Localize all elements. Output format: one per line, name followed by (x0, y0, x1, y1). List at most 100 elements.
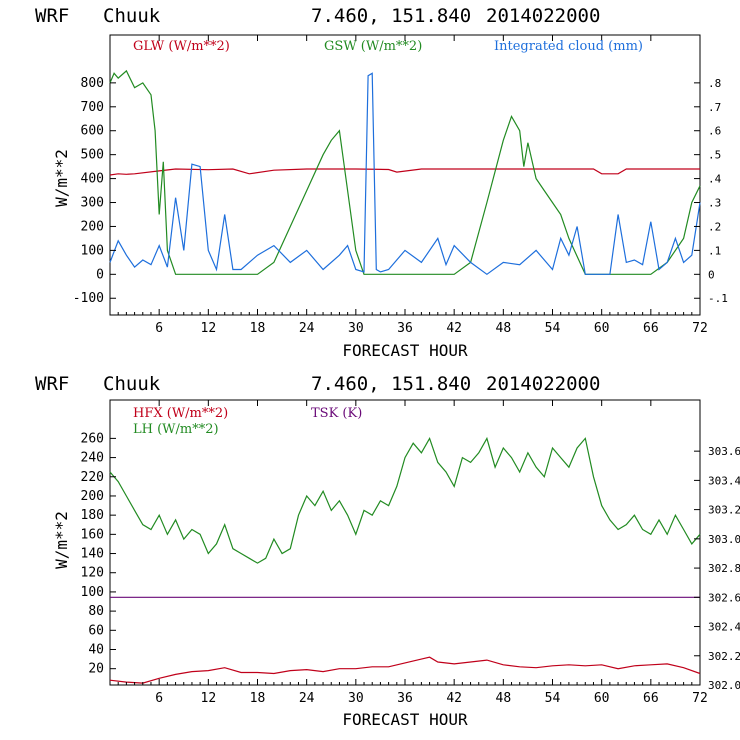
bottom-x-tick-label: 24 (299, 691, 315, 706)
top-x-axis-label: FORECAST HOUR (342, 341, 468, 360)
bottom-x-tick-label: 18 (250, 691, 266, 706)
top-header-model: WRF (35, 5, 69, 27)
top-x-tick-label: 24 (299, 321, 315, 336)
bottom-y2-tick-label: 302.4 (708, 621, 740, 634)
bottom-header-model: WRF (35, 373, 69, 395)
top-x-tick-label: 42 (446, 321, 462, 336)
bottom-y-tick-label: 80 (88, 604, 104, 619)
bottom-y2-tick-label: 302.2 (708, 650, 740, 663)
top-series-line-2 (109, 72, 701, 276)
top-x-tick-label: 54 (545, 321, 561, 336)
bottom-y-tick-label: 100 (81, 585, 104, 600)
bottom-y-tick-label: 120 (81, 566, 104, 581)
legend-tsk: TSK (K) (311, 406, 362, 421)
bottom-x-tick-label: 36 (397, 691, 413, 706)
legend-hfx: HFX (W/m**2) (133, 406, 228, 421)
top-y2-tick-label: .4 (708, 173, 722, 186)
top-y-tick-label: 0 (96, 267, 104, 282)
top-y-tick-label: 100 (81, 243, 104, 258)
top-x-tick-label: 12 (201, 321, 217, 336)
bottom-plot-frame (109, 399, 701, 686)
bottom-x-tick-label: 42 (446, 691, 462, 706)
top-x-tick-label: 66 (643, 321, 659, 336)
top-y2-tick-label: .7 (708, 101, 721, 114)
bottom-series-layer (109, 436, 701, 684)
top-y-tick-label: 800 (81, 76, 104, 91)
bottom-series-line-1 (109, 436, 701, 564)
bottom-x-tick-label: 60 (594, 691, 610, 706)
legend-cloud: Integrated cloud (mm) (494, 39, 643, 54)
bottom-header-station: Chuuk (103, 373, 161, 395)
bottom-y-tick-label: 40 (88, 642, 104, 657)
top-y2-tick-label: .6 (708, 125, 721, 138)
bottom-y2-tick-label: 303.0 (708, 533, 740, 546)
top-y2-tick-label: .5 (708, 149, 721, 162)
bottom-y2-tick-label: 303.2 (708, 504, 740, 517)
top-y2-tick-label: .8 (708, 77, 721, 90)
bottom-y2-tick-label: 302.0 (708, 679, 740, 692)
top-panel: WRF Chuuk 7.460, 151.840 2014022000 6 12 1… (35, 5, 728, 360)
top-y2-tick-label: 0 (708, 268, 715, 281)
top-y-axis-label: W/m**2 (52, 149, 71, 207)
bottom-y-tick-label: 160 (81, 527, 104, 542)
bottom-x-tick-label: 54 (545, 691, 561, 706)
top-y2-tick-label: .1 (708, 244, 721, 257)
bottom-header-coords: 7.460, 151.840 (311, 373, 471, 395)
bottom-y2-tick-label: 303.4 (708, 474, 740, 487)
top-x-tick-label: 72 (692, 321, 708, 336)
top-header-date: 2014022000 (486, 5, 600, 27)
top-series-line-1 (109, 69, 701, 275)
bottom-y-tick-label: 240 (81, 451, 104, 466)
top-y-tick-label: 400 (81, 172, 104, 187)
top-y-tick-label: 700 (81, 100, 104, 115)
top-series-layer (109, 69, 701, 276)
bottom-x-tick-label: 30 (348, 691, 364, 706)
legend-glw: GLW (W/m**2) (133, 39, 230, 54)
bottom-y-axis-right: 302.0 302.2 302.4 302.6 302.8 303.0 303.2 303.4… (694, 445, 740, 692)
bottom-x-tick-label: 12 (201, 691, 217, 706)
top-y-tick-label: 300 (81, 196, 104, 211)
bottom-y-tick-label: 20 (88, 662, 104, 677)
top-y2-tick-label: -.1 (708, 292, 728, 305)
legend-lh: LH (W/m**2) (133, 422, 219, 437)
bottom-x-tick-label: 6 (155, 691, 163, 706)
bottom-y-tick-label: 60 (88, 623, 104, 638)
top-y-tick-label: 500 (81, 148, 104, 163)
bottom-panel: WRF Chuuk 7.460, 151.840 2014022000 6 12 1… (35, 373, 740, 729)
bottom-x-tick-label: 72 (692, 691, 708, 706)
bottom-header-date: 2014022000 (486, 373, 600, 395)
top-y2-tick-label: .2 (708, 220, 721, 233)
top-header-station: Chuuk (103, 5, 161, 27)
bottom-x-tick-label: 48 (496, 691, 512, 706)
top-y-axis-left: -100 0 100 200 300 400 500 600 700 800 (73, 76, 116, 306)
bottom-y-tick-label: 180 (81, 508, 104, 523)
top-x-tick-label: 6 (155, 321, 163, 336)
top-x-axis: 6 12 18 24 30 36 42 48 54 60 66 72 (117, 35, 708, 336)
bottom-series-line-0 (109, 656, 701, 684)
legend-gsw: GSW (W/m**2) (324, 39, 422, 54)
top-x-tick-label: 48 (496, 321, 512, 336)
bottom-y2-tick-label: 302.8 (708, 562, 740, 575)
bottom-y2-tick-label: 302.6 (708, 591, 740, 604)
bottom-x-axis: 6 12 18 24 30 36 42 48 54 60 66 72 (117, 400, 708, 706)
top-y2-tick-label: .3 (708, 197, 721, 210)
bottom-y-tick-label: 260 (81, 431, 104, 446)
bottom-y2-tick-label: 303.6 (708, 445, 740, 458)
bottom-y-tick-label: 200 (81, 489, 104, 504)
bottom-y-tick-label: 140 (81, 547, 104, 562)
bottom-y-axis-left: 20 40 60 80 100 120 140 160 180 200 220 240 260 (81, 431, 116, 677)
top-x-tick-label: 18 (250, 321, 266, 336)
top-x-tick-label: 36 (397, 321, 413, 336)
bottom-y-tick-label: 220 (81, 470, 104, 485)
bottom-x-axis-label: FORECAST HOUR (342, 710, 468, 729)
top-series-line-0 (109, 168, 700, 176)
top-y-tick-label: 600 (81, 124, 104, 139)
top-y-tick-label: -100 (73, 291, 104, 306)
top-plot-frame (109, 34, 701, 316)
top-y-axis-right: -.1 0 .1 .2 .3 .4 .5 .6 .7 .8 (694, 77, 728, 305)
bottom-y-axis-label: W/m**2 (52, 511, 71, 569)
bottom-x-tick-label: 66 (643, 691, 659, 706)
top-y-tick-label: 200 (81, 219, 104, 234)
top-header-coords: 7.460, 151.840 (311, 5, 471, 27)
